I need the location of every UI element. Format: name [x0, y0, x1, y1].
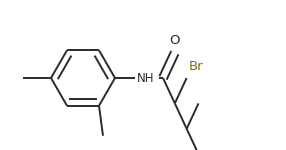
Text: Br: Br [189, 60, 203, 73]
Text: NH: NH [137, 72, 154, 84]
Text: O: O [170, 34, 180, 47]
